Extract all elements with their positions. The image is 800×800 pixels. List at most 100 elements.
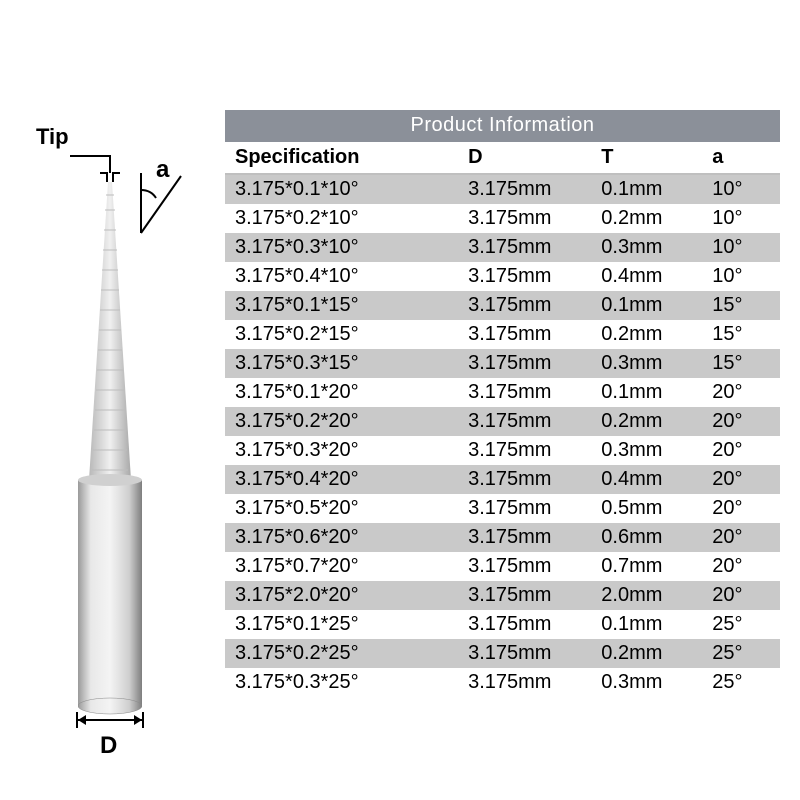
table-row: 3.175*0.2*10°3.175mm0.2mm10° — [225, 204, 780, 233]
cell-spec: 3.175*0.5*20° — [225, 494, 458, 523]
cell-t: 0.3mm — [591, 349, 702, 378]
col-t-header: T — [591, 142, 702, 174]
cell-a: 20° — [702, 552, 780, 581]
cell-a: 25° — [702, 610, 780, 639]
cell-t: 0.1mm — [591, 610, 702, 639]
spec-table: Specification D T a 3.175*0.1*10°3.175mm… — [225, 142, 780, 697]
diameter-dimension — [76, 712, 144, 728]
cell-t: 0.4mm — [591, 465, 702, 494]
cell-t: 0.2mm — [591, 204, 702, 233]
cell-spec: 3.175*0.2*25° — [225, 639, 458, 668]
table-row: 3.175*0.5*20°3.175mm0.5mm20° — [225, 494, 780, 523]
table-row: 3.175*0.1*15°3.175mm0.1mm15° — [225, 291, 780, 320]
cell-spec: 3.175*0.2*20° — [225, 407, 458, 436]
tip-label: Tip — [36, 124, 69, 150]
tip-callout-h — [70, 155, 110, 157]
cell-d: 3.175mm — [458, 291, 591, 320]
cell-a: 10° — [702, 204, 780, 233]
cell-a: 25° — [702, 639, 780, 668]
cell-t: 0.3mm — [591, 668, 702, 697]
cell-t: 2.0mm — [591, 581, 702, 610]
diameter-label: D — [100, 732, 117, 760]
cell-a: 20° — [702, 581, 780, 610]
cell-a: 20° — [702, 523, 780, 552]
engraving-bit-icon — [78, 180, 142, 720]
cell-d: 3.175mm — [458, 378, 591, 407]
cell-t: 0.2mm — [591, 320, 702, 349]
table-row: 3.175*0.3*15°3.175mm0.3mm15° — [225, 349, 780, 378]
cell-spec: 3.175*0.3*10° — [225, 233, 458, 262]
cell-d: 3.175mm — [458, 233, 591, 262]
cell-d: 3.175mm — [458, 465, 591, 494]
cell-a: 10° — [702, 262, 780, 291]
cell-spec: 3.175*0.1*15° — [225, 291, 458, 320]
cell-t: 0.2mm — [591, 407, 702, 436]
cell-t: 0.1mm — [591, 174, 702, 204]
cell-t: 0.5mm — [591, 494, 702, 523]
cell-t: 0.2mm — [591, 639, 702, 668]
table-row: 3.175*0.2*15°3.175mm0.2mm15° — [225, 320, 780, 349]
cell-t: 0.3mm — [591, 436, 702, 465]
cell-spec: 3.175*0.4*10° — [225, 262, 458, 291]
cell-d: 3.175mm — [458, 407, 591, 436]
cell-spec: 3.175*0.1*25° — [225, 610, 458, 639]
cell-spec: 3.175*0.3*15° — [225, 349, 458, 378]
table-row: 3.175*0.3*25°3.175mm0.3mm25° — [225, 668, 780, 697]
cell-t: 0.7mm — [591, 552, 702, 581]
table-title: Product Information — [225, 110, 780, 142]
cell-d: 3.175mm — [458, 668, 591, 697]
tip-callout-v — [109, 155, 111, 173]
cell-d: 3.175mm — [458, 552, 591, 581]
col-d-header: D — [458, 142, 591, 174]
cell-d: 3.175mm — [458, 523, 591, 552]
table-row: 3.175*0.1*20°3.175mm0.1mm20° — [225, 378, 780, 407]
cell-d: 3.175mm — [458, 174, 591, 204]
cell-t: 0.3mm — [591, 233, 702, 262]
table-row: 3.175*0.4*20°3.175mm0.4mm20° — [225, 465, 780, 494]
cell-a: 10° — [702, 174, 780, 204]
angle-icon — [136, 168, 196, 238]
cell-d: 3.175mm — [458, 581, 591, 610]
cell-t: 0.6mm — [591, 523, 702, 552]
cell-spec: 3.175*0.6*20° — [225, 523, 458, 552]
cell-d: 3.175mm — [458, 610, 591, 639]
cell-a: 20° — [702, 494, 780, 523]
cell-a: 15° — [702, 349, 780, 378]
cell-d: 3.175mm — [458, 639, 591, 668]
col-spec-header: Specification — [225, 142, 458, 174]
cell-a: 25° — [702, 668, 780, 697]
cell-a: 20° — [702, 465, 780, 494]
cell-spec: 3.175*0.4*20° — [225, 465, 458, 494]
table-row: 3.175*0.1*25°3.175mm0.1mm25° — [225, 610, 780, 639]
cell-d: 3.175mm — [458, 320, 591, 349]
table-row: 3.175*0.3*20°3.175mm0.3mm20° — [225, 436, 780, 465]
cell-spec: 3.175*0.1*20° — [225, 378, 458, 407]
table-row: 3.175*2.0*20°3.175mm2.0mm20° — [225, 581, 780, 610]
table-row: 3.175*0.3*10°3.175mm0.3mm10° — [225, 233, 780, 262]
col-a-header: a — [702, 142, 780, 174]
table-row: 3.175*0.2*25°3.175mm0.2mm25° — [225, 639, 780, 668]
cell-a: 20° — [702, 436, 780, 465]
cell-spec: 3.175*0.2*15° — [225, 320, 458, 349]
table-row: 3.175*0.4*10°3.175mm0.4mm10° — [225, 262, 780, 291]
bit-diagram: Tip a — [0, 0, 225, 800]
cell-spec: 3.175*0.3*20° — [225, 436, 458, 465]
table-header-row: Specification D T a — [225, 142, 780, 174]
cell-a: 15° — [702, 320, 780, 349]
cell-d: 3.175mm — [458, 349, 591, 378]
table-row: 3.175*0.6*20°3.175mm0.6mm20° — [225, 523, 780, 552]
cell-t: 0.1mm — [591, 291, 702, 320]
cell-d: 3.175mm — [458, 494, 591, 523]
table-row: 3.175*0.2*20°3.175mm0.2mm20° — [225, 407, 780, 436]
cell-a: 20° — [702, 407, 780, 436]
cell-d: 3.175mm — [458, 262, 591, 291]
cell-spec: 3.175*0.1*10° — [225, 174, 458, 204]
cell-spec: 3.175*0.2*10° — [225, 204, 458, 233]
cell-d: 3.175mm — [458, 204, 591, 233]
cell-spec: 3.175*2.0*20° — [225, 581, 458, 610]
cell-spec: 3.175*0.7*20° — [225, 552, 458, 581]
table-row: 3.175*0.1*10°3.175mm0.1mm10° — [225, 174, 780, 204]
cell-spec: 3.175*0.3*25° — [225, 668, 458, 697]
cell-d: 3.175mm — [458, 436, 591, 465]
cell-a: 10° — [702, 233, 780, 262]
